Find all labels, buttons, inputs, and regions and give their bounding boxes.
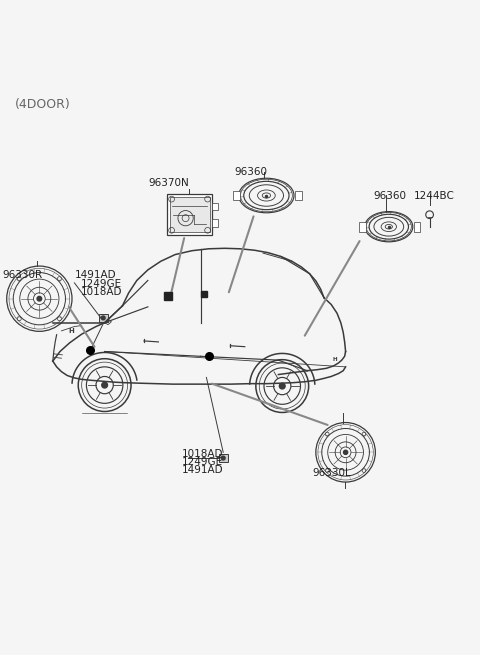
Text: 96370N: 96370N [149, 178, 190, 188]
Text: 1018AD: 1018AD [81, 287, 122, 297]
Text: 96330R: 96330R [2, 271, 43, 280]
Circle shape [279, 383, 285, 389]
Text: H: H [333, 357, 337, 362]
Text: 1491AD: 1491AD [74, 271, 116, 280]
Text: 96360: 96360 [373, 191, 407, 201]
Circle shape [102, 383, 108, 388]
Bar [212, 219, 218, 227]
Text: 1491AD: 1491AD [181, 465, 223, 476]
Text: (4DOOR): (4DOOR) [14, 98, 70, 111]
Bar [212, 202, 218, 210]
Text: 96330L: 96330L [312, 468, 351, 477]
Bar [295, 191, 302, 200]
Circle shape [221, 456, 225, 460]
Text: H: H [68, 328, 74, 334]
Text: 1244BC: 1244BC [414, 191, 455, 201]
FancyBboxPatch shape [169, 197, 210, 232]
Bar [414, 222, 420, 231]
Circle shape [37, 297, 42, 301]
FancyBboxPatch shape [167, 195, 212, 235]
Bar [219, 454, 228, 462]
Text: 96360: 96360 [234, 167, 267, 177]
Circle shape [101, 316, 105, 320]
Text: 1249GE: 1249GE [81, 278, 122, 289]
Circle shape [344, 450, 348, 455]
Text: 1018AD: 1018AD [181, 449, 223, 459]
Bar [99, 314, 108, 322]
Bar [359, 222, 366, 231]
Text: 1249GE: 1249GE [181, 457, 223, 467]
Bar [233, 191, 240, 200]
